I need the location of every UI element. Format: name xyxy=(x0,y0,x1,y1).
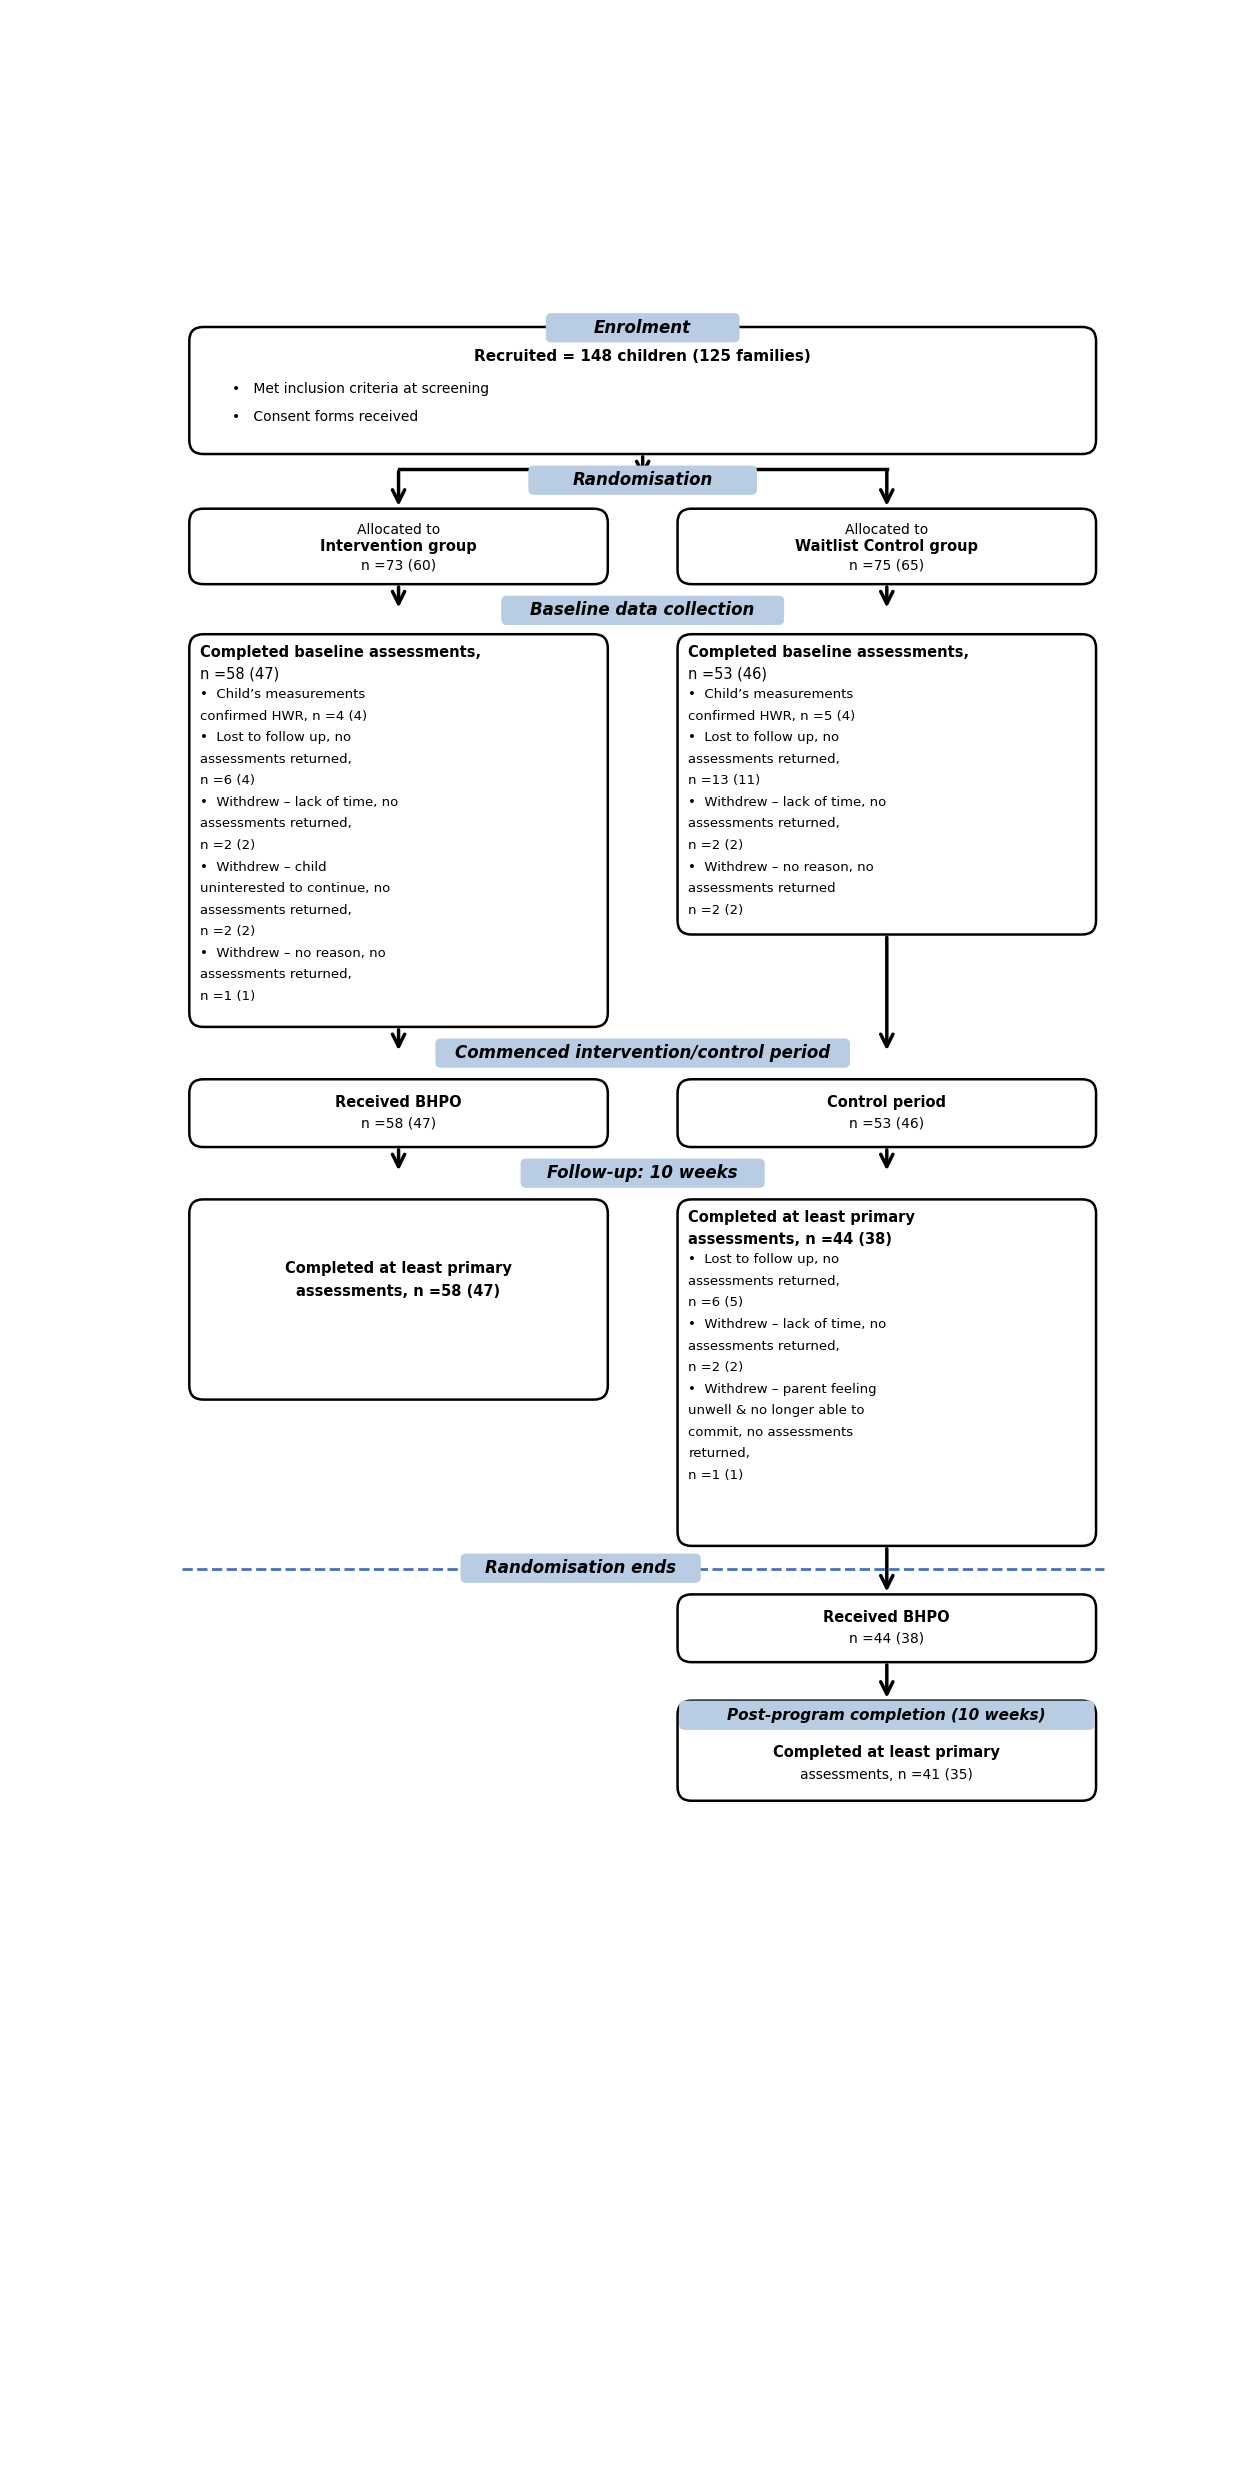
FancyBboxPatch shape xyxy=(680,1699,1095,1729)
Text: Post-program completion (10 weeks): Post-program completion (10 weeks) xyxy=(727,1707,1046,1722)
Text: n =6 (4): n =6 (4) xyxy=(201,774,255,786)
FancyBboxPatch shape xyxy=(545,313,740,342)
FancyBboxPatch shape xyxy=(677,1699,1096,1801)
Text: •  Withdrew – lack of time, no: • Withdrew – lack of time, no xyxy=(688,1317,887,1330)
Text: commit, no assessments: commit, no assessments xyxy=(688,1427,854,1439)
Text: n =75 (65): n =75 (65) xyxy=(849,558,924,573)
Text: Completed at least primary: Completed at least primary xyxy=(285,1260,512,1275)
Text: Completed baseline assessments,: Completed baseline assessments, xyxy=(201,645,482,660)
Text: Randomisation: Randomisation xyxy=(573,471,712,489)
Text: returned,: returned, xyxy=(688,1446,750,1461)
Text: assessments returned,: assessments returned, xyxy=(201,968,352,982)
FancyBboxPatch shape xyxy=(460,1553,701,1583)
Text: Received BHPO: Received BHPO xyxy=(335,1094,461,1109)
Text: n =2 (2): n =2 (2) xyxy=(688,903,744,915)
Text: assessments returned,: assessments returned, xyxy=(201,752,352,767)
Text: n =6 (5): n =6 (5) xyxy=(688,1298,744,1310)
Text: assessments returned,: assessments returned, xyxy=(201,903,352,915)
FancyBboxPatch shape xyxy=(677,509,1096,583)
Text: Allocated to: Allocated to xyxy=(845,523,928,536)
Text: assessments, n =58 (47): assessments, n =58 (47) xyxy=(296,1285,500,1300)
Text: •   Met inclusion criteria at screening: • Met inclusion criteria at screening xyxy=(232,382,489,397)
Text: assessments returned,: assessments returned, xyxy=(688,816,840,831)
Text: Intervention group: Intervention group xyxy=(320,538,477,553)
FancyBboxPatch shape xyxy=(677,635,1096,935)
Text: •  Withdrew – parent feeling: • Withdrew – parent feeling xyxy=(688,1382,877,1397)
FancyBboxPatch shape xyxy=(520,1159,765,1188)
Text: n =44 (38): n =44 (38) xyxy=(849,1632,924,1645)
Text: assessments returned: assessments returned xyxy=(688,883,836,896)
Text: assessments, n =41 (35): assessments, n =41 (35) xyxy=(800,1769,973,1781)
Text: Completed at least primary: Completed at least primary xyxy=(774,1744,1001,1762)
Text: •   Consent forms received: • Consent forms received xyxy=(232,409,418,424)
Text: n =58 (47): n =58 (47) xyxy=(201,667,280,682)
Text: Control period: Control period xyxy=(828,1094,947,1109)
Text: •  Withdrew – child: • Withdrew – child xyxy=(201,861,327,873)
Text: n =1 (1): n =1 (1) xyxy=(688,1469,744,1481)
Text: assessments returned,: assessments returned, xyxy=(688,1340,840,1352)
Text: n =1 (1): n =1 (1) xyxy=(201,990,256,1002)
Text: Waitlist Control group: Waitlist Control group xyxy=(795,538,978,553)
Text: n =2 (2): n =2 (2) xyxy=(688,1362,744,1374)
FancyBboxPatch shape xyxy=(189,1198,608,1399)
FancyBboxPatch shape xyxy=(677,1079,1096,1146)
Text: n =53 (46): n =53 (46) xyxy=(688,667,767,682)
FancyBboxPatch shape xyxy=(189,1079,608,1146)
Text: •  Withdrew – lack of time, no: • Withdrew – lack of time, no xyxy=(688,796,887,809)
Text: •  Withdrew – lack of time, no: • Withdrew – lack of time, no xyxy=(201,796,399,809)
FancyBboxPatch shape xyxy=(677,1595,1096,1662)
Text: n =53 (46): n =53 (46) xyxy=(849,1116,924,1131)
Text: confirmed HWR, n =4 (4): confirmed HWR, n =4 (4) xyxy=(201,710,367,722)
Text: n =2 (2): n =2 (2) xyxy=(201,839,256,851)
FancyBboxPatch shape xyxy=(502,595,784,625)
Text: Enrolment: Enrolment xyxy=(594,318,691,337)
Text: confirmed HWR, n =5 (4): confirmed HWR, n =5 (4) xyxy=(688,710,855,722)
Text: Recruited = 148 children (125 families): Recruited = 148 children (125 families) xyxy=(474,347,811,365)
Text: n =58 (47): n =58 (47) xyxy=(361,1116,436,1131)
Text: Randomisation ends: Randomisation ends xyxy=(485,1558,676,1578)
Text: unwell & no longer able to: unwell & no longer able to xyxy=(688,1404,865,1417)
Text: uninterested to continue, no: uninterested to continue, no xyxy=(201,883,390,896)
FancyBboxPatch shape xyxy=(528,466,757,494)
FancyBboxPatch shape xyxy=(677,1198,1096,1546)
Text: assessments returned,: assessments returned, xyxy=(688,752,840,767)
Text: Received BHPO: Received BHPO xyxy=(824,1610,951,1625)
Text: •  Withdrew – no reason, no: • Withdrew – no reason, no xyxy=(201,948,386,960)
Text: •  Lost to follow up, no: • Lost to follow up, no xyxy=(201,732,351,744)
FancyBboxPatch shape xyxy=(435,1040,850,1067)
Text: n =2 (2): n =2 (2) xyxy=(201,925,256,938)
Text: Completed at least primary: Completed at least primary xyxy=(688,1211,915,1226)
Text: •  Lost to follow up, no: • Lost to follow up, no xyxy=(688,1253,839,1265)
Text: •  Lost to follow up, no: • Lost to follow up, no xyxy=(688,732,839,744)
Text: n =13 (11): n =13 (11) xyxy=(688,774,761,786)
Text: Commenced intervention/control period: Commenced intervention/control period xyxy=(455,1045,830,1062)
Text: Allocated to: Allocated to xyxy=(357,523,440,536)
Text: Completed baseline assessments,: Completed baseline assessments, xyxy=(688,645,969,660)
Text: n =73 (60): n =73 (60) xyxy=(361,558,436,573)
Text: assessments returned,: assessments returned, xyxy=(201,816,352,831)
Text: •  Withdrew – no reason, no: • Withdrew – no reason, no xyxy=(688,861,874,873)
Text: Baseline data collection: Baseline data collection xyxy=(530,600,755,620)
Text: n =2 (2): n =2 (2) xyxy=(688,839,744,851)
Text: Follow-up: 10 weeks: Follow-up: 10 weeks xyxy=(548,1164,737,1183)
Text: assessments returned,: assessments returned, xyxy=(688,1275,840,1288)
Text: •  Child’s measurements: • Child’s measurements xyxy=(688,687,854,702)
Text: assessments, n =44 (38): assessments, n =44 (38) xyxy=(688,1231,893,1248)
FancyBboxPatch shape xyxy=(189,509,608,583)
Text: •  Child’s measurements: • Child’s measurements xyxy=(201,687,365,702)
FancyBboxPatch shape xyxy=(189,635,608,1027)
FancyBboxPatch shape xyxy=(189,327,1096,454)
